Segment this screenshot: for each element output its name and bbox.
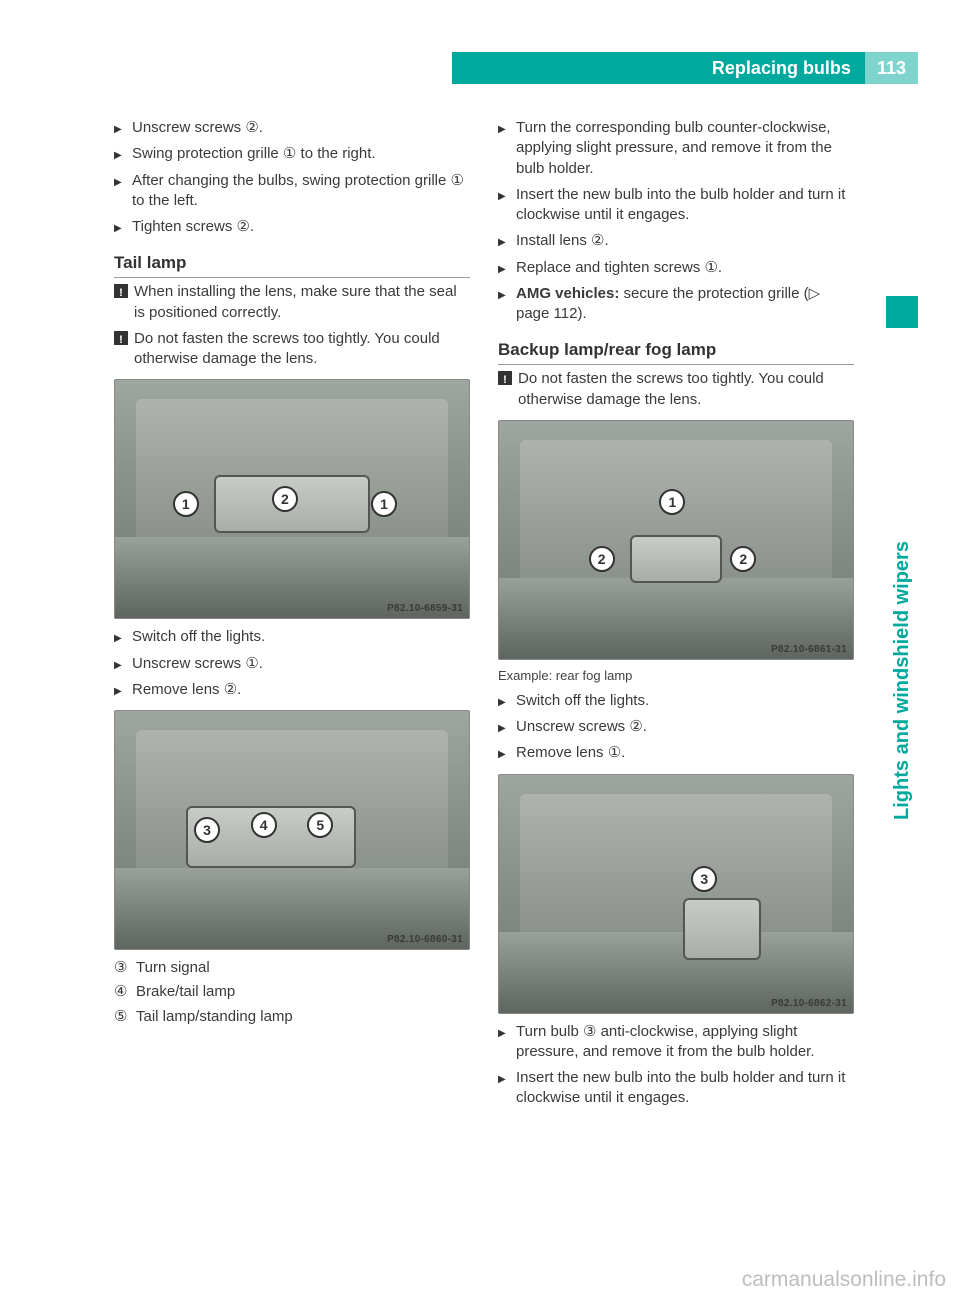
heading-backup-lamp: Backup lamp/rear fog lamp — [498, 340, 854, 365]
callout-4: 4 — [251, 812, 277, 838]
step-item: Unscrew screws ②. — [114, 118, 470, 138]
figure-caption: Example: rear fog lamp — [498, 668, 854, 683]
step-item: Insert the new bulb into the bulb holder… — [498, 185, 854, 226]
callout-2: 2 — [272, 486, 298, 512]
right-column: Turn the corresponding bulb counter-cloc… — [498, 118, 854, 1115]
figure-tail-lamp-2: P82.10-6860-31 345 — [114, 710, 470, 950]
step-item: Unscrew screws ②. — [498, 717, 854, 737]
figure-backup-lamp-1: P82.10-6861-31 1 2 2 — [498, 420, 854, 660]
right-steps-top: Turn the corresponding bulb counter-cloc… — [498, 118, 854, 324]
legend-item: ⑤Tail lamp/standing lamp — [114, 1007, 470, 1027]
backup-steps-b: Switch off the lights. Unscrew screws ②. R… — [498, 691, 854, 764]
step-item: After changing the bulbs, swing protecti… — [114, 171, 470, 212]
side-tab — [886, 296, 918, 328]
step-item: Remove lens ①. — [498, 743, 854, 763]
figure-code: P82.10-6860-31 — [387, 934, 463, 945]
step-item: Install lens ②. — [498, 231, 854, 251]
heading-tail-lamp: Tail lamp — [114, 253, 470, 278]
callout-2: 2 — [589, 546, 615, 572]
tail-lamp-legend: ③Turn signal ④Brake/tail lamp ⑤Tail lamp/s… — [114, 958, 470, 1027]
callout-3: 3 — [194, 817, 220, 843]
step-item: Turn the corresponding bulb counter-cloc… — [498, 118, 854, 179]
step-item: !When installing the lens, make sure tha… — [114, 282, 470, 323]
step-item: Swing protection grille ① to the right. — [114, 144, 470, 164]
left-column: Unscrew screws ②. Swing protection grille… — [114, 118, 470, 1115]
step-item: Turn bulb ③ anti-clockwise, applying sli… — [498, 1022, 854, 1063]
step-item: !Do not fasten the screws too tightly. Y… — [114, 329, 470, 370]
legend-item: ④Brake/tail lamp — [114, 982, 470, 1002]
backup-steps-c: Turn bulb ③ anti-clockwise, applying sli… — [498, 1022, 854, 1109]
figure-code: P82.10-6861-31 — [771, 644, 847, 655]
header-page-number: 113 — [865, 52, 918, 84]
intro-steps: Unscrew screws ②. Swing protection grille… — [114, 118, 470, 237]
header-title: Replacing bulbs — [452, 52, 865, 84]
content: Unscrew screws ②. Swing protection grille… — [114, 118, 854, 1115]
backup-lamp-warnings: !Do not fasten the screws too tightly. Y… — [498, 369, 854, 410]
figure-tail-lamp-1: P82.10-6859-31 1 2 1 — [114, 379, 470, 619]
side-section-label: Lights and windshield wipers — [886, 330, 918, 1030]
callout-1: 1 — [173, 491, 199, 517]
callout-1: 1 — [371, 491, 397, 517]
tail-lamp-warnings: !When installing the lens, make sure tha… — [114, 282, 470, 369]
figure-code: P82.10-6859-31 — [387, 603, 463, 614]
watermark: carmanualsonline.info — [742, 1268, 946, 1292]
side-section-text: Lights and windshield wipers — [891, 541, 914, 820]
step-item: !Do not fasten the screws too tightly. Y… — [498, 369, 854, 410]
step-item: Replace and tighten screws ①. — [498, 258, 854, 278]
callout-2: 2 — [730, 546, 756, 572]
step-item: Unscrew screws ①. — [114, 654, 470, 674]
step-item: Remove lens ②. — [114, 680, 470, 700]
step-item: Switch off the lights. — [114, 627, 470, 647]
header-bar: Replacing bulbs 113 — [452, 52, 918, 84]
figure-code: P82.10-6862-31 — [771, 998, 847, 1009]
figure-backup-lamp-2: P82.10-6862-31 3 — [498, 774, 854, 1014]
step-item: Switch off the lights. — [498, 691, 854, 711]
step-item: AMG vehicles: secure the protection gril… — [498, 284, 854, 325]
tail-lamp-steps-a: Switch off the lights. Unscrew screws ①. R… — [114, 627, 470, 700]
step-item: Tighten screws ②. — [114, 217, 470, 237]
callout-1: 1 — [659, 489, 685, 515]
step-item: Insert the new bulb into the bulb holder… — [498, 1068, 854, 1109]
legend-item: ③Turn signal — [114, 958, 470, 978]
